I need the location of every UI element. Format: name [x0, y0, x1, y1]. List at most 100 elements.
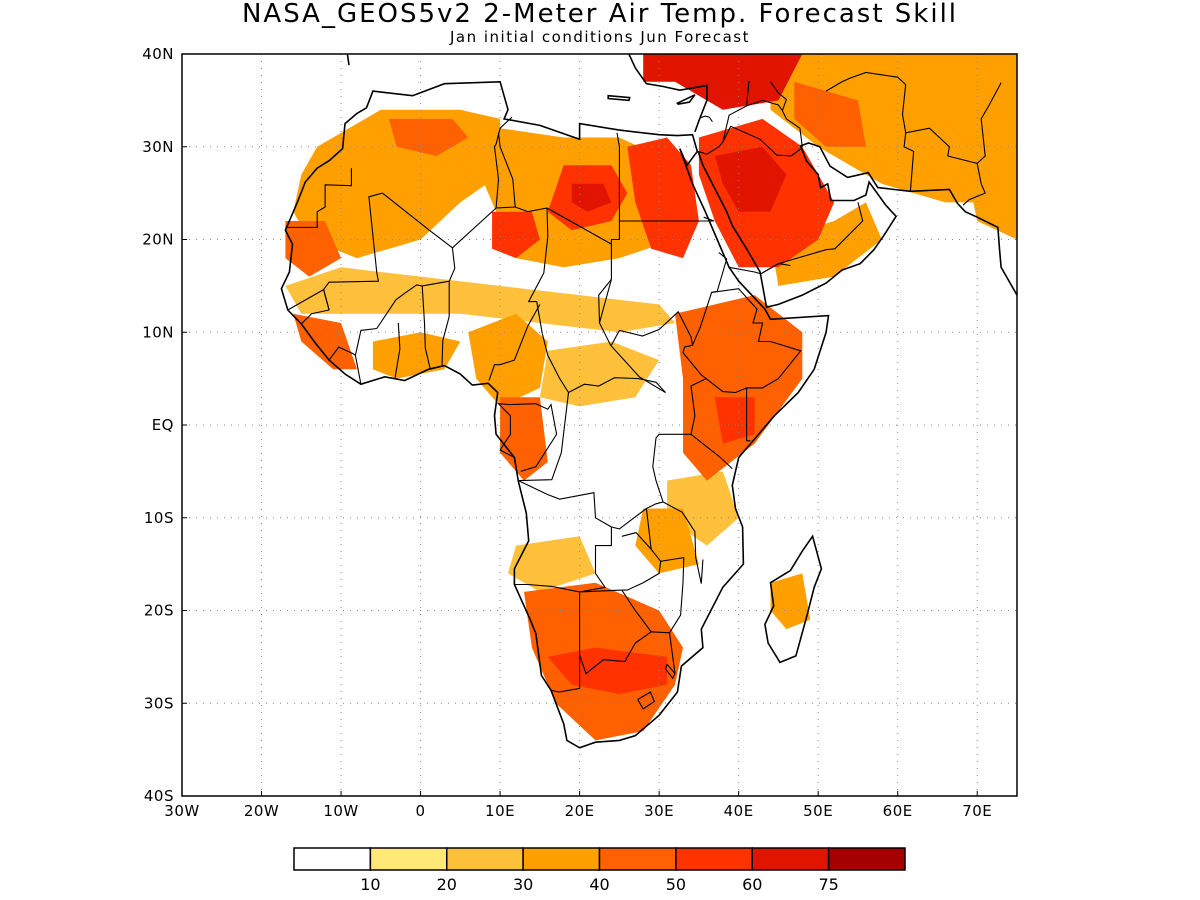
skill-region-mauritania [285, 221, 341, 277]
colorbar-label: 10 [360, 875, 380, 894]
x-tick-label: 30E [644, 802, 674, 820]
skill-region-libya-core [571, 183, 612, 212]
country-border [825, 71, 907, 92]
skill-region-south-africa-core [547, 647, 668, 694]
colorbar-label: 50 [666, 875, 686, 894]
colorbar-swatch [293, 847, 372, 871]
country-border [520, 403, 558, 472]
skill-region-angola [508, 536, 596, 592]
country-border [901, 84, 915, 192]
country-border [621, 561, 662, 591]
colorbar-swatch [675, 847, 753, 871]
y-tick-label: 20N [142, 231, 174, 249]
y-tick-label: 20S [144, 602, 174, 620]
colorbar-label: 75 [818, 875, 838, 894]
map-subtitle: Jan initial conditions Jun Forecast [449, 28, 751, 46]
country-border [568, 377, 666, 393]
country-border [621, 508, 652, 551]
skill-region-central-africa [539, 341, 660, 407]
y-tick-label: 40N [142, 45, 174, 63]
x-tick-label: 0 [416, 802, 426, 820]
country-border [697, 125, 803, 157]
country-border [628, 54, 630, 55]
country-border [746, 387, 751, 442]
country-border [579, 631, 652, 675]
colorbar-swatch [522, 847, 601, 871]
country-border [488, 304, 541, 381]
country-border [541, 333, 569, 393]
country-border [497, 403, 536, 458]
country-border [354, 327, 377, 385]
y-tick-label: EQ [152, 416, 174, 434]
skill-region-iran-pakistan [770, 54, 1017, 203]
country-border [770, 81, 788, 111]
coastline-anatolia [628, 54, 708, 133]
skill-region-guinea-coast [372, 332, 461, 379]
skill-region-iran-core [794, 81, 866, 147]
country-border [546, 207, 666, 393]
country-border [287, 288, 330, 311]
country-border [760, 263, 791, 275]
skill-region-sahel-strip [285, 267, 675, 333]
x-tick-label: 60E [883, 802, 913, 820]
x-tick-label: 70E [962, 802, 992, 820]
country-border [621, 589, 670, 634]
x-tick-label: 20W [244, 802, 279, 820]
colorbar: 10 20 30 40 50 60 75 [293, 847, 906, 894]
country-border [729, 202, 864, 275]
y-tick-label: 30N [142, 138, 174, 156]
country-border [493, 116, 513, 209]
skill-region-arabia-core [714, 146, 787, 212]
skill-region-kenya-core [714, 397, 755, 444]
country-border [962, 163, 986, 206]
country-border [285, 168, 352, 228]
skill-region-madagascar [770, 573, 811, 630]
country-border [598, 279, 612, 324]
skill-region-india-west [961, 146, 1017, 240]
coastline-cyprus [676, 94, 696, 105]
skill-region-arabia-south [770, 202, 882, 286]
colorbar-swatch [827, 847, 906, 871]
skill-region-egypt-sudan [627, 137, 699, 259]
country-border [394, 322, 401, 378]
country-border [700, 288, 802, 394]
lat-lon-grid [182, 54, 1017, 796]
skill-region-congo-west [500, 397, 548, 481]
country-border [497, 132, 516, 208]
coastlines-and-borders [280, 54, 1072, 749]
country-border [452, 206, 549, 334]
x-tick-label: 10E [485, 802, 515, 820]
coastline-arabia [697, 142, 1017, 309]
skill-region-nigeria-cameroon [468, 313, 548, 407]
colorbar-swatch [446, 847, 524, 871]
skill-region-sahara-core-2 [492, 211, 540, 259]
country-border [637, 691, 656, 710]
y-tick-label: 40S [144, 787, 174, 805]
country-border [518, 392, 570, 482]
coastline-sri [1054, 334, 1072, 370]
colorbar-label: 40 [589, 875, 609, 894]
y-tick-label: 30S [144, 694, 174, 712]
x-tick-label: 50E [803, 802, 833, 820]
country-border [690, 378, 733, 470]
colorbar-label: 30 [513, 875, 533, 894]
colorbar-label: 60 [742, 875, 762, 894]
x-tick-label: 20E [565, 802, 595, 820]
coastline-crete [607, 94, 631, 102]
y-tick-label: 10S [144, 509, 174, 527]
x-tick-label: 10W [323, 802, 358, 820]
coastline-med_north [346, 54, 350, 66]
country-border [441, 281, 450, 367]
country-border [300, 309, 330, 325]
skill-field [285, 54, 1017, 741]
skill-region-middle-east-north [643, 54, 803, 110]
country-border [616, 132, 620, 221]
coastline-madagascar [764, 534, 823, 664]
colorbar-swatch [369, 847, 448, 871]
country-border [722, 80, 750, 143]
colorbar-label: 20 [437, 875, 457, 894]
country-border [421, 285, 431, 369]
country-border [699, 115, 713, 123]
y-tick-label: 10N [142, 323, 174, 341]
